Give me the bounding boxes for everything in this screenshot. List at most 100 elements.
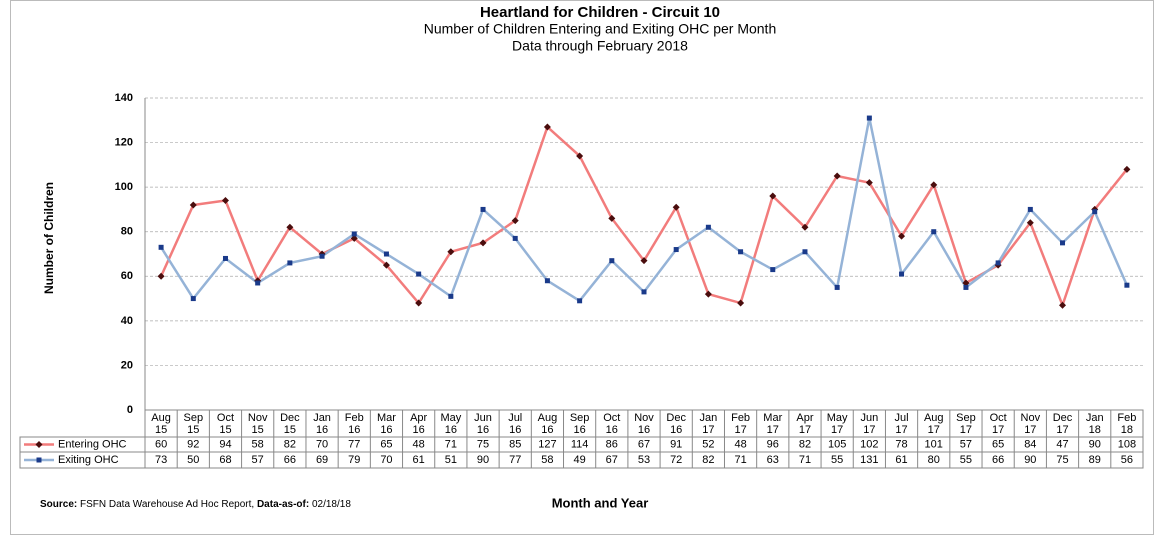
data-point — [351, 231, 357, 237]
table-value: 48 — [734, 438, 746, 450]
table-value: 61 — [895, 454, 907, 466]
x-tick-label: Sep 15 — [184, 412, 204, 436]
data-point — [641, 289, 647, 295]
table-value: 65 — [380, 438, 392, 450]
table-value: 65 — [992, 438, 1004, 450]
table-value: 68 — [219, 454, 231, 466]
table-value: 58 — [252, 438, 264, 450]
data-point — [865, 179, 873, 187]
table-value: 82 — [799, 438, 811, 450]
data-point — [609, 258, 615, 264]
data-point — [157, 272, 165, 280]
x-tick-label: Aug 16 — [538, 412, 558, 436]
x-axis-label: Month and Year — [552, 495, 649, 510]
data-point — [834, 284, 840, 290]
data-point — [319, 253, 325, 259]
table-value: 108 — [1118, 438, 1136, 450]
table-value: 56 — [1121, 454, 1133, 466]
data-as-of-label: Data-as-of: — [257, 499, 309, 510]
table-value: 48 — [413, 438, 425, 450]
table-value: 75 — [477, 438, 489, 450]
source: FSFN Data Warehouse Ad Hoc Report, — [80, 499, 254, 510]
table-value: 80 — [928, 454, 940, 466]
legend-label: Exiting OHC — [58, 454, 119, 466]
data-as-of: 02/18/18 — [312, 499, 351, 510]
table-value: 57 — [252, 454, 264, 466]
data-point — [479, 239, 487, 247]
table-value: 71 — [734, 454, 746, 466]
y-tick-label: 60 — [121, 270, 133, 282]
data-point — [737, 299, 745, 307]
table-value: 60 — [155, 438, 167, 450]
x-tick-label: Sep 16 — [570, 412, 590, 436]
data-point — [770, 267, 776, 273]
data-point — [930, 181, 938, 189]
data-point — [608, 214, 616, 222]
table-value: 71 — [445, 438, 457, 450]
data-point — [705, 224, 711, 230]
table-value: 82 — [284, 438, 296, 450]
data-point — [543, 123, 551, 131]
table-value: 86 — [606, 438, 618, 450]
y-tick-label: 140 — [115, 92, 133, 104]
data-point — [222, 255, 228, 261]
table-value: 71 — [799, 454, 811, 466]
data-point — [738, 249, 744, 255]
data-point — [576, 152, 584, 160]
x-tick-label: Nov 16 — [634, 412, 654, 436]
y-tick-label: 40 — [121, 315, 133, 327]
data-point — [189, 201, 197, 209]
data-point — [383, 251, 389, 257]
table-value: 114 — [571, 438, 589, 450]
table-value: 49 — [573, 454, 585, 466]
data-point — [898, 232, 906, 240]
table-value: 73 — [155, 454, 167, 466]
table-value: 96 — [767, 438, 779, 450]
chart-subtitle: Data through February 2018 — [512, 38, 688, 54]
data-point — [416, 271, 422, 277]
data-point — [350, 234, 358, 242]
table-value: 127 — [538, 438, 556, 450]
x-tick-label: Nov 15 — [248, 412, 268, 436]
data-point — [802, 249, 808, 255]
data-point — [704, 290, 712, 298]
data-point — [447, 248, 455, 256]
x-tick-label: Mar 17 — [763, 412, 782, 436]
table-value: 85 — [509, 438, 521, 450]
x-tick-label: Aug 15 — [151, 412, 171, 436]
data-point — [963, 284, 969, 290]
data-point — [1059, 301, 1067, 309]
x-tick-label: May 17 — [827, 412, 848, 436]
table-value: 55 — [960, 454, 972, 466]
legend-marker — [36, 457, 42, 463]
data-point — [577, 298, 583, 304]
x-tick-label: Dec 17 — [1053, 412, 1073, 436]
x-tick-label: Jan 18 — [1086, 412, 1104, 436]
table-value: 131 — [860, 454, 878, 466]
y-tick-label: 120 — [115, 136, 133, 148]
x-tick-label: Nov 17 — [1021, 412, 1041, 436]
y-axis-label: Number of Children — [42, 182, 56, 294]
table-value: 70 — [380, 454, 392, 466]
data-point — [1123, 165, 1131, 173]
table-value: 82 — [702, 454, 714, 466]
data-point — [287, 260, 293, 266]
x-tick-label: Oct 15 — [217, 412, 234, 436]
table-value: 51 — [445, 454, 457, 466]
data-point — [255, 280, 261, 286]
table-value: 90 — [1024, 454, 1036, 466]
x-tick-label: Feb 18 — [1117, 412, 1136, 436]
table-value: 57 — [960, 438, 972, 450]
data-point — [415, 299, 423, 307]
x-tick-label: Dec 15 — [280, 412, 300, 436]
chart-title: Heartland for Children - Circuit 10 — [480, 4, 720, 21]
x-tick-label: Oct 17 — [990, 412, 1007, 436]
data-point — [511, 217, 519, 225]
data-point — [672, 203, 680, 211]
data-point — [1124, 282, 1130, 288]
data-point — [382, 261, 390, 269]
table-value: 67 — [638, 438, 650, 450]
data-point — [995, 260, 1001, 266]
x-tick-label: Jun 16 — [474, 412, 492, 436]
